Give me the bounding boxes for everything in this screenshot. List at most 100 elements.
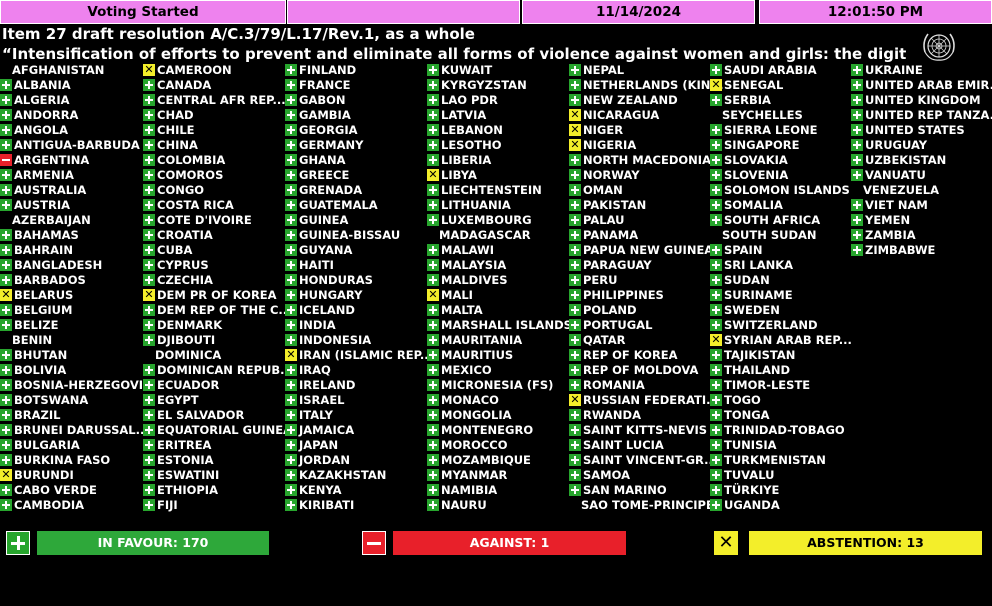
country-name: PAPUA NEW GUINEA: [583, 243, 714, 257]
country-name: CHAD: [157, 108, 194, 122]
country-name: SEYCHELLES: [722, 108, 803, 122]
yes-vote-icon: [427, 64, 439, 76]
yes-vote-icon: [0, 244, 12, 256]
country-name: UNITED REP TANZA...: [865, 108, 992, 122]
un-emblem-icon: [923, 33, 955, 61]
yes-vote-icon: [285, 124, 297, 136]
country-name: MALAYSIA: [441, 258, 507, 272]
country-name: ERITREA: [157, 438, 212, 452]
vote-time: 12:01:50 PM: [827, 4, 924, 20]
country-name: NETHERLANDS (KIN...: [583, 78, 724, 92]
yes-vote-icon: [710, 94, 722, 106]
abstain-vote-icon: [427, 289, 439, 301]
yes-vote-icon: [427, 274, 439, 286]
yes-vote-icon: [285, 109, 297, 121]
country-name: EQUATORIAL GUINEA: [157, 423, 293, 437]
yes-vote-icon: [0, 259, 12, 271]
country-name: KAZAKHSTAN: [299, 468, 387, 482]
yes-vote-icon: [710, 169, 722, 181]
country-name: HAITI: [299, 258, 334, 272]
yes-vote-icon: [285, 484, 297, 496]
country-name: BOLIVIA: [14, 363, 67, 377]
country-name: MARSHALL ISLANDS: [441, 318, 572, 332]
country-name: DENMARK: [157, 318, 223, 332]
yes-vote-icon: [569, 154, 581, 166]
country-name: AFGHANISTAN: [12, 63, 105, 77]
country-name: FINLAND: [299, 63, 357, 77]
country-name: MAURITANIA: [441, 333, 523, 347]
abstention-total: ABSTENTION: 13: [749, 531, 982, 555]
country-name: GEORGIA: [299, 123, 358, 137]
yes-vote-icon: [569, 229, 581, 241]
yes-vote-icon: [285, 409, 297, 421]
country-name: CONGO: [157, 183, 205, 197]
country-name: LAO PDR: [441, 93, 498, 107]
yes-vote-icon: [427, 349, 439, 361]
country-name: RUSSIAN FEDERATI...: [583, 393, 720, 407]
country-name: SINGAPORE: [724, 138, 800, 152]
country-name: PORTUGAL: [583, 318, 653, 332]
country-name: SAINT LUCIA: [583, 438, 664, 452]
country-name: EL SALVADOR: [157, 408, 245, 422]
country-name: BURKINA FASO: [14, 453, 111, 467]
country-name: BAHRAIN: [14, 243, 73, 257]
yes-vote-icon: [710, 424, 722, 436]
yes-vote-icon: [569, 259, 581, 271]
country-name: COSTA RICA: [157, 198, 234, 212]
country-name: INDONESIA: [299, 333, 372, 347]
yes-vote-icon: [143, 439, 155, 451]
yes-vote-icon: [710, 394, 722, 406]
yes-vote-icon: [0, 394, 12, 406]
country-name: ZAMBIA: [865, 228, 916, 242]
country-name: NICARAGUA: [583, 108, 660, 122]
country-name: MICRONESIA (FS): [441, 378, 554, 392]
yes-vote-icon: [710, 439, 722, 451]
country-name: KENYA: [299, 483, 342, 497]
yes-vote-icon: [851, 109, 863, 121]
vote-date: 11/14/2024: [595, 4, 681, 20]
yes-vote-icon: [569, 379, 581, 391]
yes-vote-icon: [569, 184, 581, 196]
yes-vote-icon: [0, 109, 12, 121]
yes-vote-icon: [285, 244, 297, 256]
country-name: REP OF KOREA: [583, 348, 678, 362]
yes-vote-icon: [0, 484, 12, 496]
yes-vote-icon: [427, 79, 439, 91]
yes-vote-icon: [569, 64, 581, 76]
abstain-vote-icon: [285, 349, 297, 361]
yes-vote-icon: [143, 484, 155, 496]
country-name: THAILAND: [724, 363, 791, 377]
country-name: NIGERIA: [583, 138, 637, 152]
country-name: MONGOLIA: [441, 408, 512, 422]
country-name: ALBANIA: [14, 78, 71, 92]
yes-vote-icon: [569, 454, 581, 466]
country-name: GABON: [299, 93, 346, 107]
country-name: MALDIVES: [441, 273, 508, 287]
yes-vote-icon: [285, 169, 297, 181]
country-name: MOROCCO: [441, 438, 508, 452]
yes-vote-icon: [143, 229, 155, 241]
abstain-vote-icon: [143, 64, 155, 76]
country-name: COMOROS: [157, 168, 224, 182]
yes-vote-icon: [0, 274, 12, 286]
country-name: SYRIAN ARAB REP...: [724, 333, 852, 347]
country-name: CABO VERDE: [14, 483, 97, 497]
yes-vote-icon: [0, 304, 12, 316]
country-name: SWEDEN: [724, 303, 780, 317]
yes-vote-icon: [143, 334, 155, 346]
country-name: ALGERIA: [14, 93, 70, 107]
country-name: BOSNIA-HERZEGOVI...: [14, 378, 157, 392]
country-name: PANAMA: [583, 228, 639, 242]
country-name: SOUTH AFRICA: [724, 213, 821, 227]
yes-vote-icon: [710, 214, 722, 226]
yes-vote-icon: [285, 154, 297, 166]
abstain-vote-icon: [143, 289, 155, 301]
yes-vote-icon: [569, 319, 581, 331]
country-name: ICELAND: [299, 303, 355, 317]
yes-vote-icon: [285, 499, 297, 511]
country-name: HONDURAS: [299, 273, 373, 287]
no-vote-icon: [0, 154, 12, 166]
country-name: ANDORRA: [14, 108, 79, 122]
country-name: AUSTRIA: [14, 198, 71, 212]
country-name: PHILIPPINES: [583, 288, 664, 302]
